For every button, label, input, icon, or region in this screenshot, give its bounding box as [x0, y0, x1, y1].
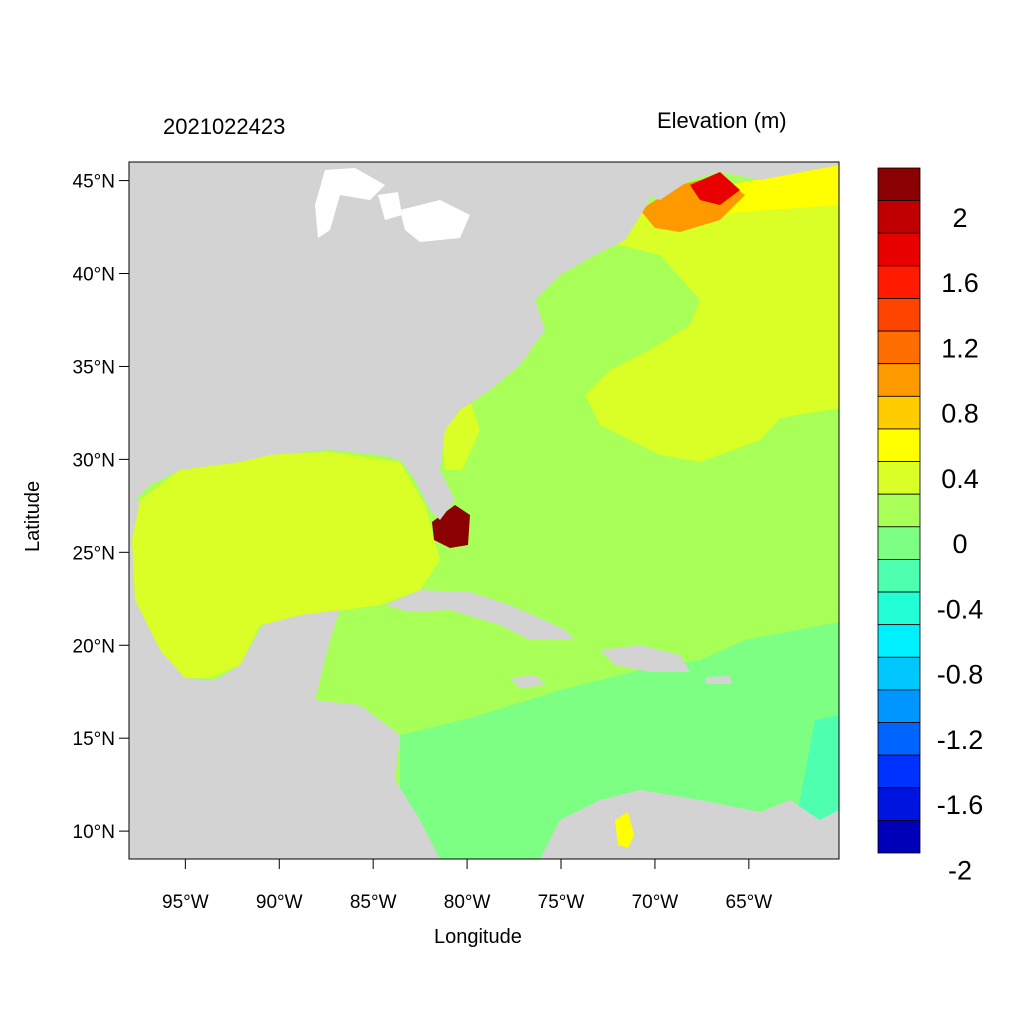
x-tick-label: 75°W: [538, 892, 585, 913]
colorbar-label: -1.6: [937, 790, 984, 820]
gulf-of-mexico-field: [132, 452, 440, 678]
colorbar-label: 2: [952, 203, 967, 233]
north-atlantic-positive-band: [560, 170, 839, 462]
colorbar-label: -0.4: [937, 594, 984, 624]
y-tick-label: 25°N: [73, 543, 115, 564]
colorbar-swatch: [877, 167, 921, 202]
lake-huron: [378, 192, 402, 220]
y-tick-label: 45°N: [73, 172, 115, 193]
colorbar-label: 0: [952, 529, 967, 559]
bay-of-fundy-red: [690, 172, 740, 205]
colorbar-swatch: [877, 298, 921, 332]
x-tick-label: 65°W: [726, 892, 773, 913]
colorbar-swatch: [877, 265, 921, 299]
colorbar-swatch: [877, 526, 921, 560]
colorbar-swatch: [877, 363, 921, 397]
colorbar-label: 1.2: [941, 333, 979, 363]
lake-erie-ontario: [400, 200, 470, 242]
y-tick-label: 10°N: [73, 822, 115, 843]
colorbar-swatch: [877, 722, 921, 756]
canada-maritimes-land: [640, 162, 839, 200]
variable-title: Elevation (m): [657, 108, 787, 133]
colorbar-swatch: [877, 787, 921, 821]
map-panel: [129, 162, 839, 859]
colorbar-label: -1.2: [937, 725, 984, 755]
jamaica-land: [510, 675, 545, 688]
x-ticks: 95°W 90°W 85°W 80°W 75°W 70°W 65°W: [162, 859, 772, 913]
colorbar-swatch: [877, 395, 921, 430]
north-america-land: [129, 162, 650, 520]
colorbar-swatch: [877, 493, 921, 528]
great-lakes: [315, 168, 385, 238]
y-tick-label: 20°N: [73, 636, 115, 657]
mexico-central-america-land: [129, 500, 440, 859]
south-america-land: [540, 790, 839, 859]
y-tick-label: 35°N: [73, 357, 115, 378]
colorbar-label: 0.8: [941, 399, 979, 429]
colorbar-swatch: [877, 559, 921, 593]
colorbar-swatch: [877, 461, 921, 495]
colorbar-label: -0.8: [937, 660, 984, 690]
colorbar-swatch: [877, 428, 921, 462]
colorbar-swatch: [877, 754, 921, 789]
x-tick-label: 80°W: [444, 892, 491, 913]
hispaniola-land: [600, 645, 690, 672]
x-tick-label: 90°W: [256, 892, 303, 913]
x-tick-label: 70°W: [632, 892, 679, 913]
forecast-datetime: 2021022423: [163, 114, 286, 139]
cuba-land: [385, 590, 575, 640]
x-tick-label: 85°W: [350, 892, 397, 913]
y-tick-label: 15°N: [73, 729, 115, 750]
plot-frame: [128, 161, 840, 860]
colorbar-swatch: [877, 624, 921, 658]
colorbar-swatch: [877, 656, 921, 691]
y-tick-label: 40°N: [73, 265, 115, 286]
colorbar-label: 0.4: [941, 464, 979, 494]
colorbar-swatch: [877, 819, 921, 854]
colorbar-swatch: [877, 591, 921, 626]
colorbar-swatch: [877, 232, 921, 267]
lake-maracaibo: [615, 812, 634, 848]
colorbar-swatch: [877, 330, 921, 365]
colorbar: 2 1.6 1.2 0.8 0.4 0 -0.4 -0.8 -1.2 -1.6 -2: [877, 167, 984, 885]
colorbar-swatch: [877, 689, 921, 723]
x-tick-label: 95°W: [162, 892, 209, 913]
puerto-rico-land: [705, 676, 732, 684]
colorbar-label: -2: [948, 855, 972, 885]
colorbar-swatch: [877, 200, 921, 234]
colorbar-label: 1.6: [941, 268, 979, 298]
y-ticks: 10°N 15°N 20°N 25°N 30°N 35°N 40°N 45°N: [73, 172, 129, 843]
x-axis-label: Longitude: [434, 926, 522, 948]
y-tick-label: 30°N: [73, 450, 115, 471]
